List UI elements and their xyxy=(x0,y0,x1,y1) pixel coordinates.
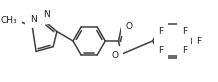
Text: F: F xyxy=(158,27,163,36)
Text: F: F xyxy=(158,46,163,55)
Text: F: F xyxy=(182,46,187,55)
Text: CH₃: CH₃ xyxy=(0,16,17,25)
Text: O: O xyxy=(125,22,132,31)
Text: O: O xyxy=(112,51,119,60)
Text: F: F xyxy=(196,36,201,46)
Text: N: N xyxy=(30,15,37,24)
Text: F: F xyxy=(182,27,187,36)
Text: N: N xyxy=(43,10,50,19)
